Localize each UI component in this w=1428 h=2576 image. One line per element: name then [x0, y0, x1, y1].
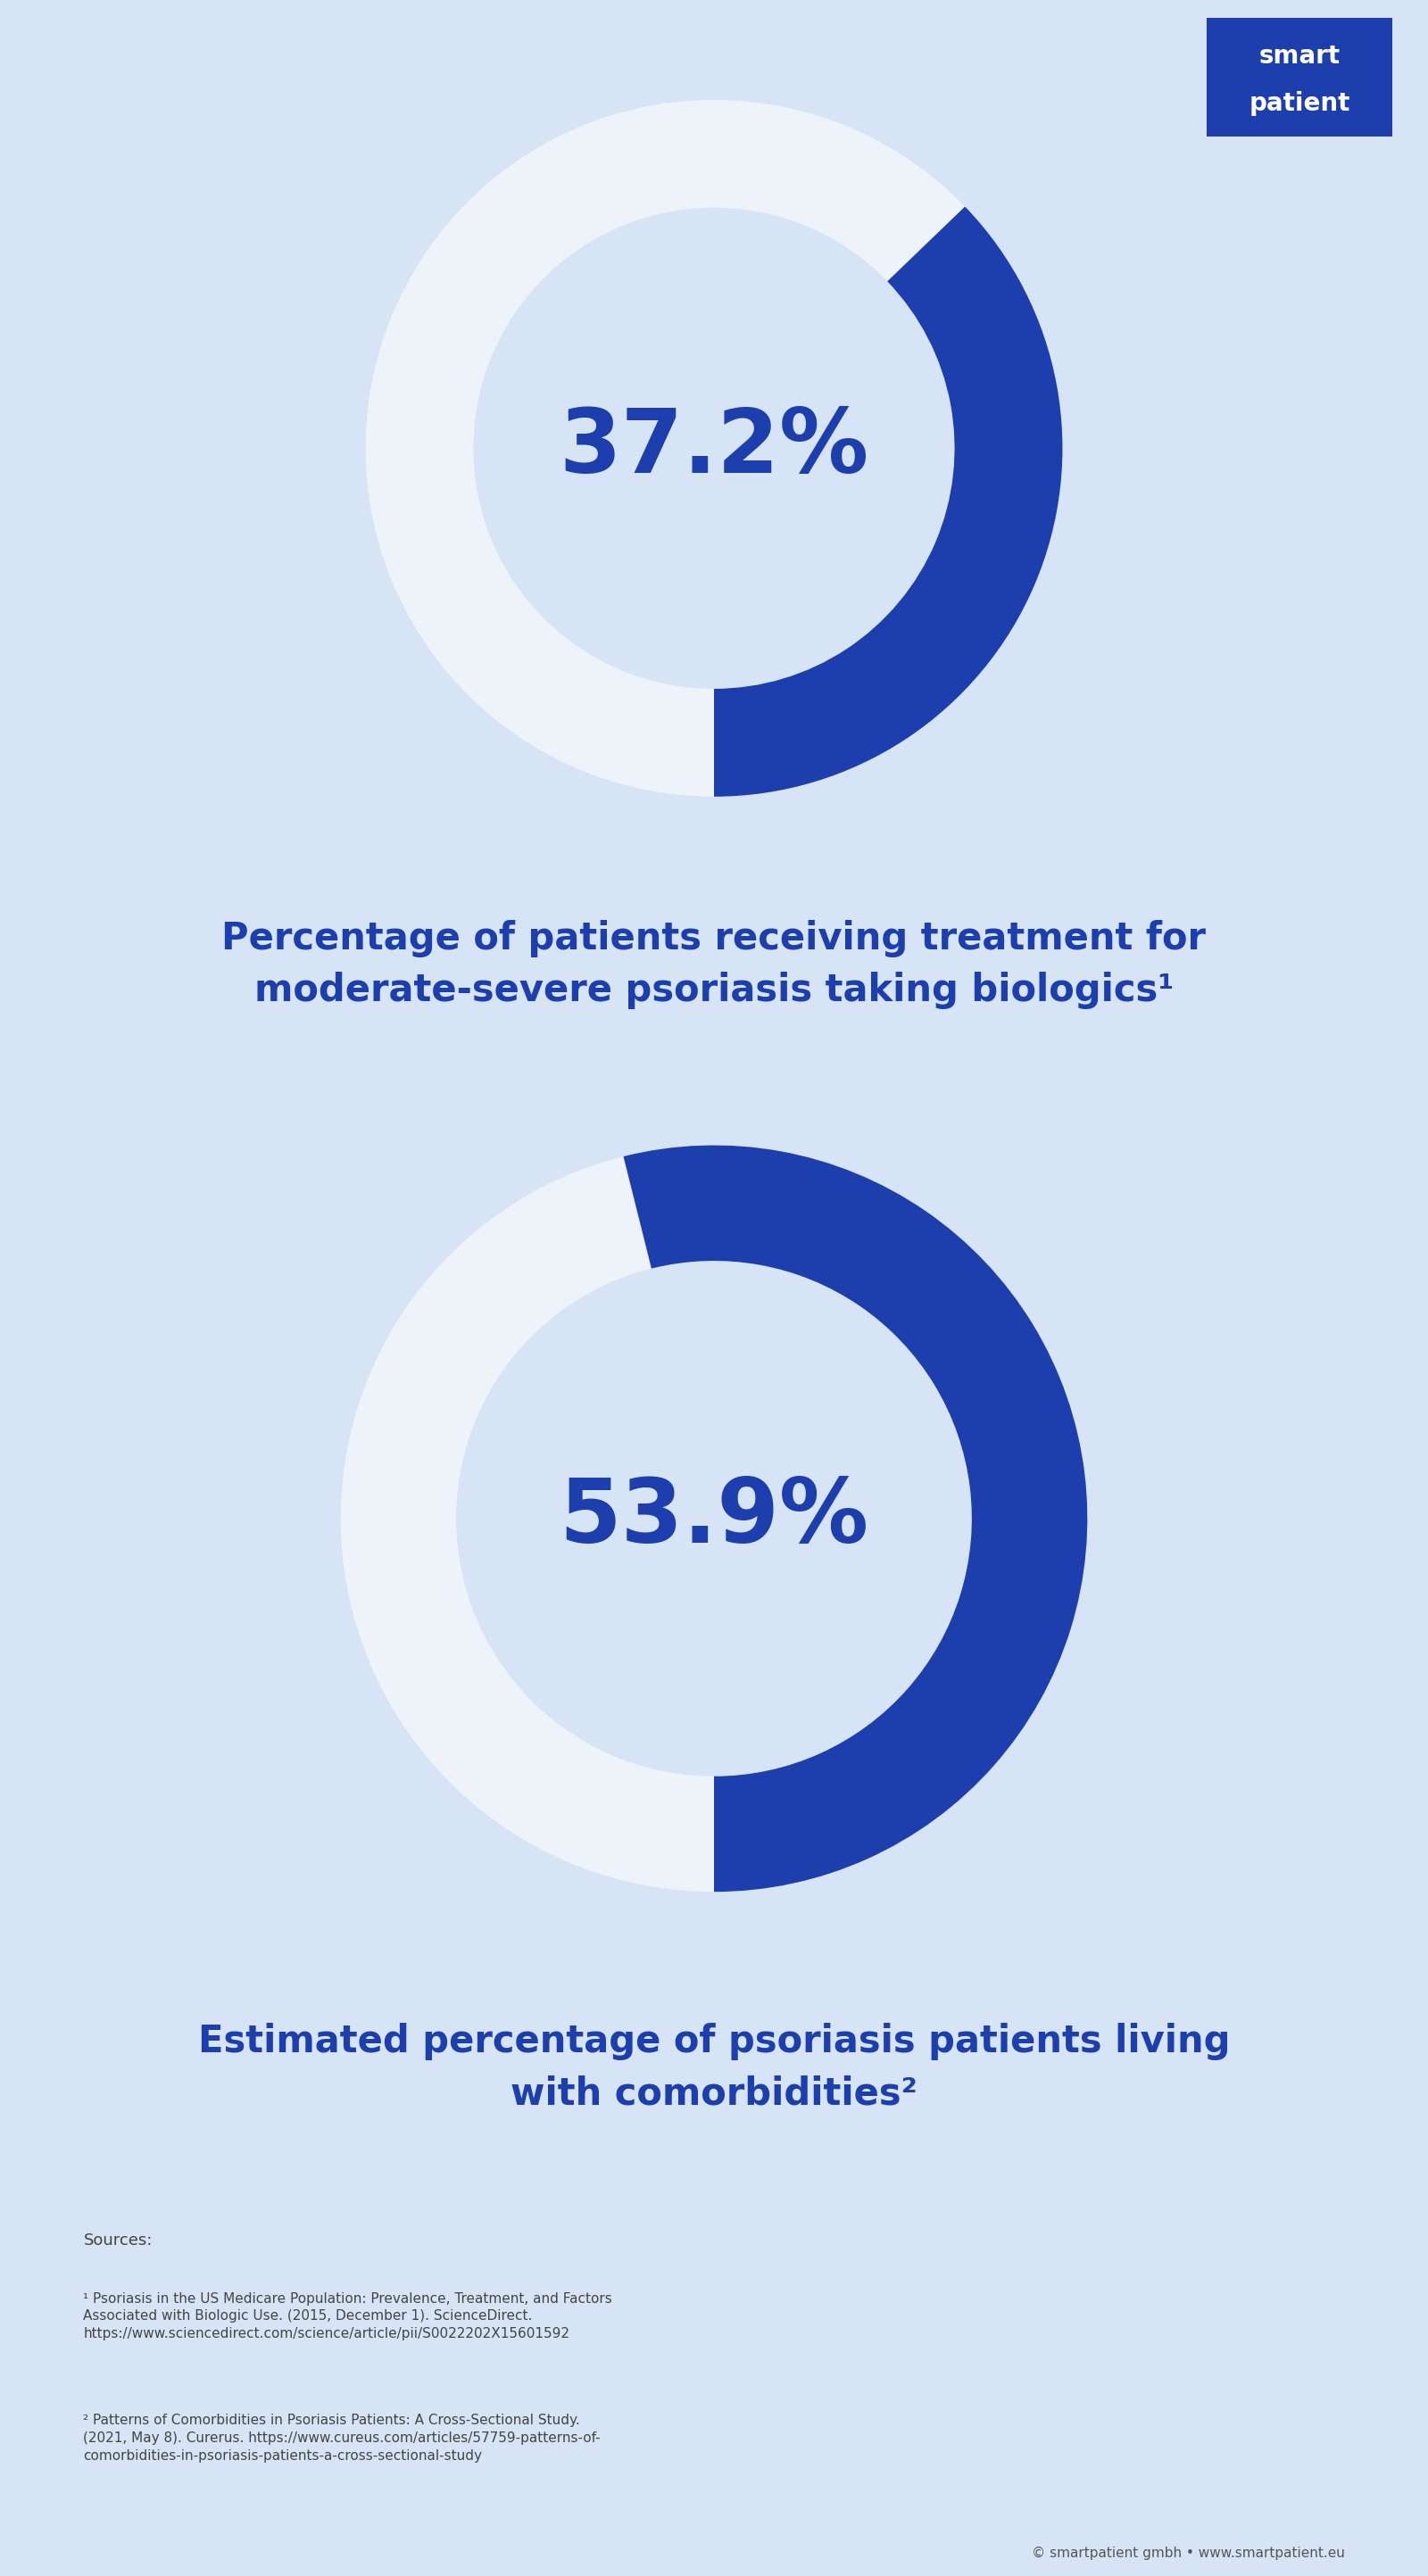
- Text: Sources:: Sources:: [83, 2233, 153, 2249]
- Text: Percentage of patients receiving treatment for
moderate-severe psoriasis taking : Percentage of patients receiving treatme…: [221, 920, 1207, 1010]
- Text: © smartpatient gmbh • www.smartpatient.eu: © smartpatient gmbh • www.smartpatient.e…: [1031, 2545, 1345, 2561]
- Text: smart: smart: [1259, 44, 1339, 70]
- Text: 37.2%: 37.2%: [560, 404, 868, 492]
- FancyBboxPatch shape: [1192, 8, 1407, 147]
- Wedge shape: [366, 100, 965, 796]
- Wedge shape: [341, 1157, 714, 1891]
- Wedge shape: [714, 206, 1062, 796]
- Text: ¹ Psoriasis in the US Medicare Population: Prevalence, Treatment, and Factors
As: ¹ Psoriasis in the US Medicare Populatio…: [83, 2293, 613, 2342]
- Text: 53.9%: 53.9%: [560, 1476, 868, 1561]
- Wedge shape: [624, 1146, 1087, 1891]
- Text: patient: patient: [1250, 90, 1349, 116]
- Text: ² Patterns of Comorbidities in Psoriasis Patients: A Cross-Sectional Study.
(202: ² Patterns of Comorbidities in Psoriasis…: [83, 2414, 601, 2463]
- Text: Estimated percentage of psoriasis patients living
with comorbidities²: Estimated percentage of psoriasis patien…: [198, 2022, 1230, 2112]
